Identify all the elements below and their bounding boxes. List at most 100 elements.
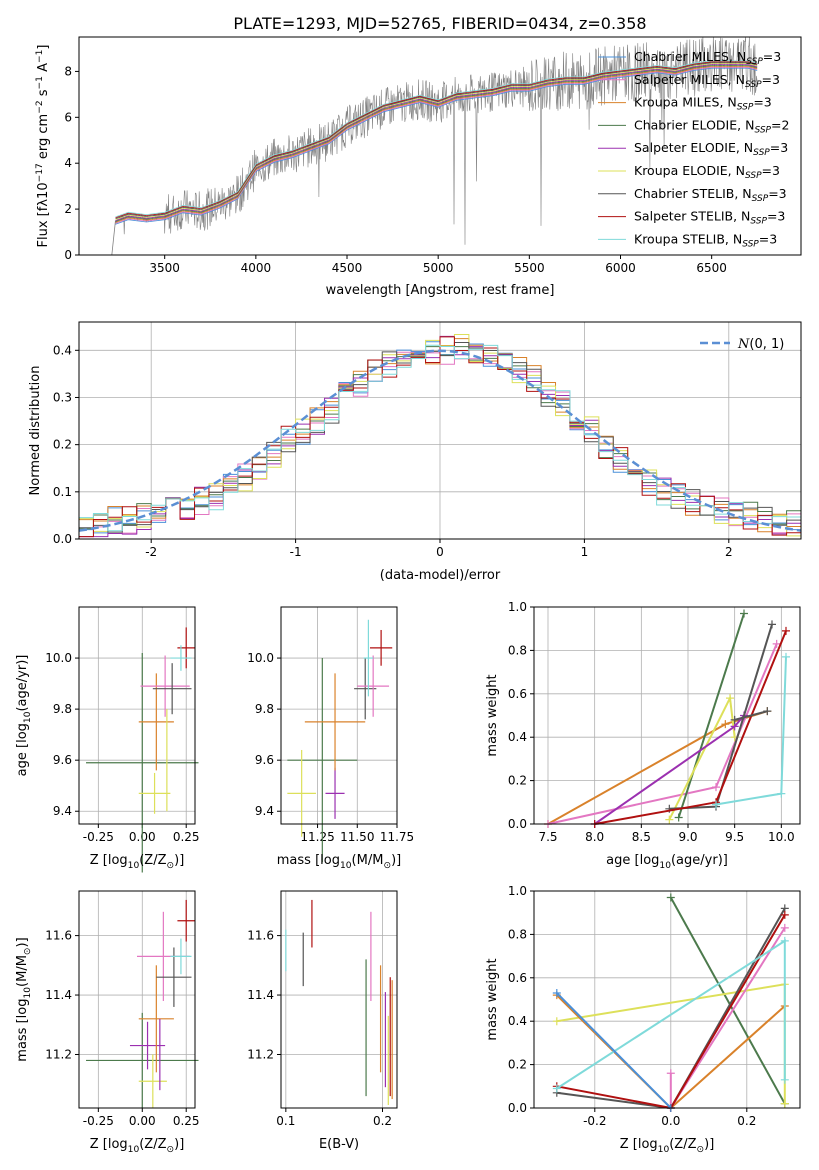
x-axis-label-part: (Z/Z (139, 1137, 166, 1152)
y-axis-label-part: −2 (35, 100, 45, 113)
y-axis-label: age [log10(age/yr)] (15, 655, 33, 777)
x-axis-label-part: ⊙ (167, 861, 175, 871)
x-tick-label: 4500 (332, 261, 363, 275)
x-axis-label: Z [log10(Z/Z⊙)] (90, 853, 185, 871)
model-line-kroupa_miles (115, 66, 758, 223)
x-tick-label: 5000 (423, 261, 454, 275)
legend-label: Salpeter MILES, NSSP=3 (634, 72, 780, 90)
x-axis-label-part: )] (174, 853, 184, 868)
legend-label-script: N (737, 337, 750, 352)
legend-label: Chabrier ELODIE, NSSP=2 (634, 117, 789, 135)
weight-marker (730, 715, 739, 724)
legend-label-sub: SSP (754, 125, 771, 135)
y-axis-label-part: s (36, 89, 51, 100)
x-axis-label-part: mass [log (277, 853, 340, 868)
y-axis-label-part: −1 (35, 76, 45, 89)
weight-marker (780, 1075, 789, 1084)
y-tick-label: 0.0 (508, 817, 527, 831)
model-line-chabrier_stelib (115, 62, 758, 220)
x-axis-label-part: ⊙ (383, 861, 391, 871)
weight-marker (721, 720, 730, 729)
axes-frame (78, 36, 802, 256)
x-axis-label-part: ⊙ (167, 1145, 175, 1155)
axes-frame (78, 321, 802, 540)
y-tick-label: 11.2 (45, 1047, 72, 1061)
x-axis-label-part: age [log (606, 853, 659, 868)
x-tick-label: 5500 (514, 261, 545, 275)
normal-curve-line (78, 349, 802, 532)
y-tick-label: 11.4 (45, 988, 72, 1002)
x-axis-label-part: ⊙ (697, 1145, 705, 1155)
error-cross-chabrier_elodie (287, 658, 358, 863)
y-tick-label: 0.3 (53, 390, 72, 404)
y-tick-label: 11.4 (247, 988, 274, 1002)
y-axis-label-part: ] (36, 45, 51, 50)
y-axis-label-part: ⊙ (23, 947, 33, 955)
legend-label-main: Chabrier ELODIE, N (634, 117, 754, 132)
x-tick-label: -0.2 (583, 1114, 606, 1128)
x-tick-label: 9.5 (725, 830, 744, 844)
x-tick-label: 2 (725, 545, 733, 559)
legend-label-main: Chabrier STELIB, N (634, 186, 752, 201)
y-axis-label-part: erg cm (36, 114, 51, 163)
legend-label-tail: =3 (759, 231, 777, 246)
error-cross-kroupa_stelib (170, 938, 192, 975)
y-tick-label: 0.0 (508, 1101, 527, 1115)
y-axis-label-part: 10 (23, 987, 33, 999)
legend-label-sub: SSP (753, 148, 770, 158)
weight-marker (552, 1084, 561, 1093)
x-tick-label: 7.5 (538, 830, 557, 844)
legend-label: Chabrier STELIB, NSSP=3 (634, 186, 787, 204)
axes-frame (78, 890, 196, 1109)
weight-marker (768, 620, 776, 629)
x-axis-label-part: 10 (128, 1145, 140, 1155)
error-cross-salpeter_elodie (325, 767, 345, 819)
weight-marker (712, 800, 720, 809)
error-cross-kroupa_miles (304, 673, 366, 771)
y-tick-label: 0.4 (508, 730, 527, 744)
y-tick-label: 11.2 (247, 1047, 274, 1061)
weight-marker (780, 1099, 789, 1108)
error-cross-chabrier_elodie (86, 1012, 199, 1108)
panel-mass-weight-vs-age: 7.5 8.0 8.5 9.0 9.5 10.0 0.0 0.2 0.4 0.6 0.8 1.0 age… (485, 600, 801, 871)
error-cross-chabrier_elodie (86, 652, 199, 873)
legend-label: Chabrier MILES, NSSP=3 (634, 49, 781, 67)
legend-label: Salpeter ELODIE, NSSP=3 (634, 140, 788, 158)
x-tick-label: 3500 (149, 261, 180, 275)
y-axis-label: Normed distribution (28, 366, 43, 496)
legend-label-tail: =3 (767, 209, 785, 224)
x-axis-label: E(B-V) (319, 1137, 359, 1152)
y-axis-label-part: λ (36, 199, 51, 207)
x-tick-label: 0.1 (276, 1114, 295, 1128)
y-tick-label: 0.2 (508, 1058, 527, 1072)
axes-frame (78, 606, 196, 825)
legend-label-sub: SSP (750, 217, 767, 227)
legend-label-main: Kroupa MILES, N (634, 95, 737, 110)
weight-line-salpeter_miles (547, 643, 778, 825)
y-axis-label: mass weight (485, 958, 500, 1040)
y-axis-label: mass weight (485, 674, 500, 756)
y-tick-label: 0.6 (508, 687, 527, 701)
legend-label: Kroupa STELIB, NSSP=3 (634, 231, 777, 249)
error-cross-kroupa_stelib (170, 645, 192, 671)
legend-label-main: Salpeter ELODIE, N (634, 140, 753, 155)
y-tick-label: 0.4 (508, 1014, 527, 1028)
x-axis-label-part: Z [log (620, 1137, 658, 1152)
y-axis-label: mass [log10(M/M⊙)] (15, 937, 33, 1061)
x-axis-label-part: 10 (340, 861, 352, 871)
y-tick-label: 8 (64, 64, 72, 78)
legend-label-main: Salpeter MILES, N (634, 72, 745, 87)
error-cross-kroupa_stelib (363, 619, 374, 697)
error-cross-salpeter_stelib (177, 899, 195, 942)
y-tick-label: 1.0 (508, 600, 527, 614)
legend-label-sub: SSP (752, 194, 769, 204)
y-tick-label: 0.8 (508, 643, 527, 657)
x-tick-label: 0.25 (173, 1114, 200, 1128)
legend-label: Salpeter STELIB, NSSP=3 (634, 209, 785, 227)
error-cross-chabrier_stelib (152, 663, 192, 715)
x-tick-label: -1 (290, 545, 302, 559)
weight-marker (665, 815, 674, 824)
model-line-kroupa_stelib (115, 60, 758, 218)
axes-frame (280, 606, 398, 825)
